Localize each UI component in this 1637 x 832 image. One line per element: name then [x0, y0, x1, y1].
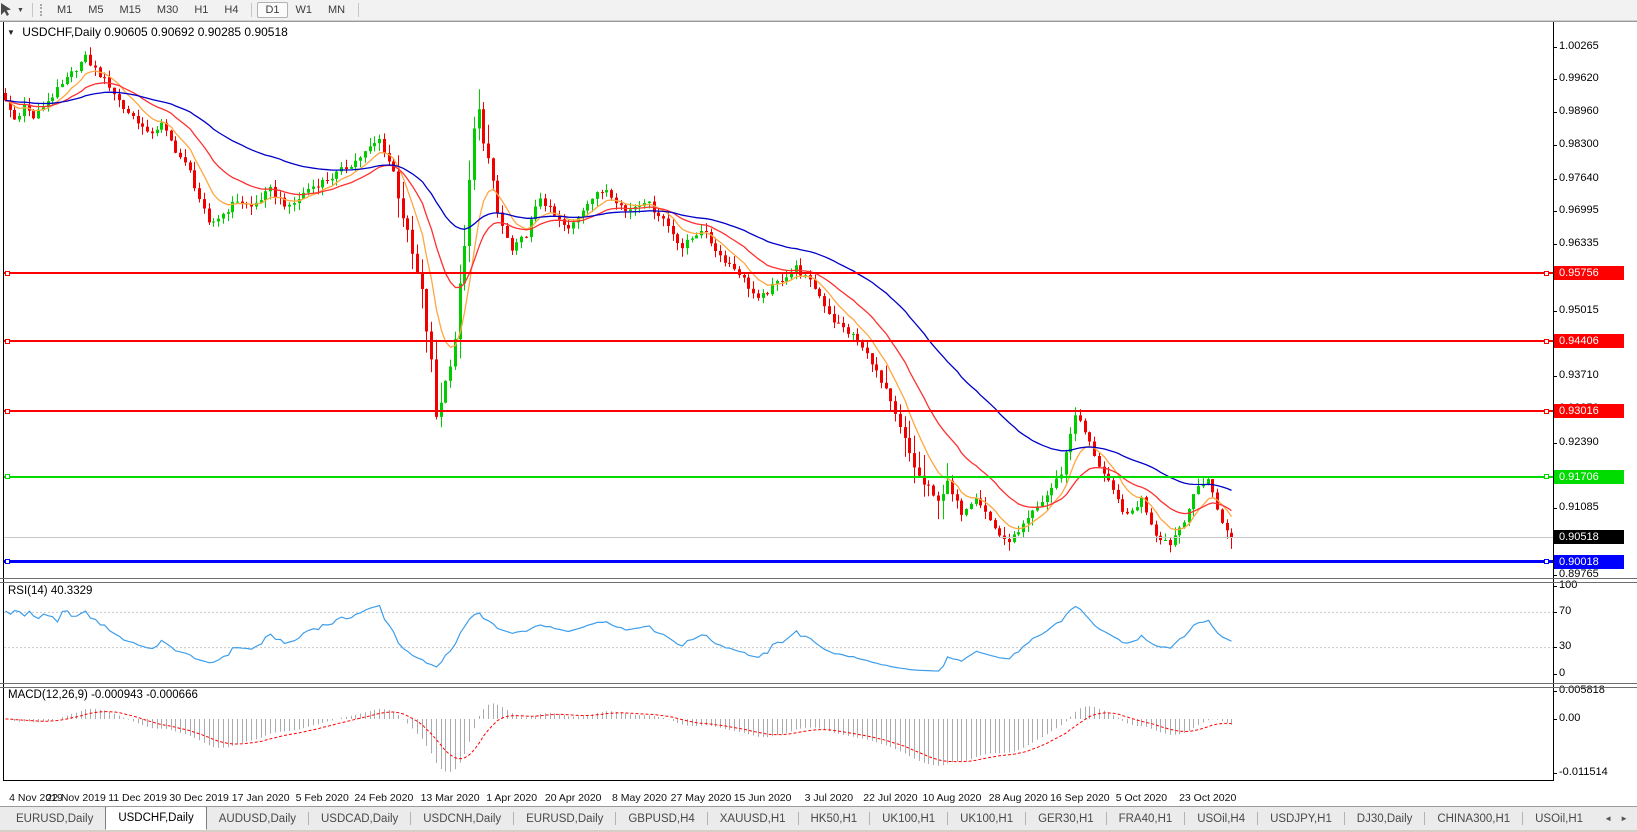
price-axis-border[interactable]	[1553, 22, 1554, 781]
chart-tab-usdcnh-daily[interactable]: USDCNH,Daily	[423, 812, 502, 825]
chart-tab-bar: EURUSD,Daily USDCHF,Daily AUDUSD,Daily USDC…	[0, 806, 1637, 830]
chart-tab-fra40-h1[interactable]: FRA40,H1	[1118, 812, 1173, 825]
tab-divider	[1424, 812, 1426, 825]
chart-tab-uk100-h1[interactable]: UK100,H1	[960, 812, 1014, 825]
tab-divider	[869, 812, 871, 825]
plot-left-border	[3, 22, 4, 781]
timeframe-button-d1[interactable]: D1	[257, 2, 288, 18]
date-tick-label: 5 Oct 2020	[1115, 792, 1168, 804]
tab-divider	[706, 812, 708, 825]
date-tick-label: 20 Apr 2020	[544, 792, 602, 804]
chart-tab-usdcad-daily[interactable]: USDCAD,Daily	[320, 812, 399, 825]
pointer-tool-icon[interactable]	[0, 2, 16, 18]
plot-bottom-border	[3, 780, 1554, 781]
date-tick-label: 8 May 2020	[612, 792, 667, 804]
chart-tab-usoil-h4[interactable]: USOil,H4	[1197, 812, 1246, 825]
date-tick-label: 10 Aug 2020	[922, 792, 982, 804]
tab-divider	[1522, 812, 1524, 825]
tab-divider	[1343, 812, 1345, 825]
tab-divider	[1184, 812, 1186, 825]
date-tick-label: 11 Dec 2019	[108, 792, 167, 804]
tab-divider	[308, 812, 309, 825]
toolbar-separator	[31, 3, 33, 17]
chart-tab-usoil-h1[interactable]: USOil,H1	[1535, 812, 1584, 825]
date-tick-label: 27 May 2020	[670, 792, 732, 804]
timeframe-button-h1[interactable]: H1	[194, 4, 209, 16]
date-tick-label: 24 Feb 2020	[354, 792, 414, 804]
chart-tabs: EURUSD,Daily USDCHF,Daily AUDUSD,Daily USDC…	[0, 807, 1595, 830]
date-tick-label: 16 Sep 2020	[1050, 792, 1110, 804]
toolbar-separator	[251, 3, 253, 17]
pane-splitter[interactable]	[0, 683, 1637, 684]
tabs-scroll-left-icon[interactable]: ◄	[1604, 814, 1613, 823]
date-tick-label: 4 Nov 2019	[9, 792, 63, 804]
date-tick-label: 17 Jan 2020	[231, 792, 290, 804]
date-tick-label: 5 Feb 2020	[295, 792, 349, 804]
chart-tab-dj30-daily[interactable]: DJ30,Daily	[1356, 812, 1413, 825]
date-axis[interactable]: 4 Nov 2019 22 Nov 2019 11 Dec 2019 30 Dec 2…	[0, 782, 1637, 806]
tab-divider	[1257, 812, 1259, 825]
tab-divider	[1105, 812, 1107, 825]
date-tick-label: 28 Aug 2020	[988, 792, 1048, 804]
chart-tab-gbpusd-h4[interactable]: GBPUSD,H4	[628, 812, 695, 825]
tab-divider	[513, 812, 515, 825]
chart-tab-uk100-h1[interactable]: UK100,H1	[882, 812, 936, 825]
chart-tab-eurusd-daily[interactable]: EURUSD,Daily	[526, 812, 604, 825]
pane-splitter[interactable]	[0, 582, 1637, 583]
pane-splitter[interactable]	[0, 578, 1637, 579]
tab-divider	[615, 812, 617, 825]
chart-symbol-label: USDCHF,Daily	[22, 25, 101, 39]
toolbar-separator	[358, 3, 360, 17]
date-tick-label: 22 Jul 2020	[863, 792, 918, 804]
date-tick-label: 3 Jul 2020	[804, 792, 854, 804]
chart-tab-hk50-h1[interactable]: HK50,H1	[810, 812, 858, 825]
tab-divider	[797, 812, 799, 825]
date-tick-label: 15 Jun 2020	[733, 792, 792, 804]
timeframe-button-mn[interactable]: MN	[328, 4, 346, 16]
chart-ohlc-values: 0.90605 0.90692 0.90285 0.90518	[104, 25, 288, 39]
chart-tab-usdjpy-h1[interactable]: USDJPY,H1	[1270, 812, 1332, 825]
date-tick-label: 13 Mar 2020	[420, 792, 480, 804]
timeframe-button-m30[interactable]: M30	[156, 4, 179, 16]
window-top-border	[0, 21, 1637, 22]
chart-title: ▼ USDCHF,Daily 0.90605 0.90692 0.90285 0…	[7, 25, 288, 39]
status-strip	[0, 830, 1637, 832]
collapse-arrow-icon[interactable]: ▼	[7, 28, 15, 37]
tab-divider	[1025, 812, 1027, 825]
chart-tab-eurusd-daily[interactable]: EURUSD,Daily	[16, 812, 94, 825]
date-tick-label: 30 Dec 2019	[169, 792, 229, 804]
chart-window: 1.00265 0.99620 0.98960 0.98300 0.97640 0.969…	[0, 21, 1637, 806]
dropdown-caret-icon[interactable]: ▼	[17, 6, 24, 14]
toolbar-grip-handle[interactable]	[39, 4, 42, 16]
rsi-indicator-label: RSI(14) 40.3329	[8, 585, 93, 597]
tab-divider	[947, 812, 949, 825]
timeframe-button-m15[interactable]: M15	[119, 4, 141, 16]
chart-tab-ger30-h1[interactable]: GER30,H1	[1038, 812, 1094, 825]
chart-tab-audusd-daily[interactable]: AUDUSD,Daily	[218, 812, 297, 825]
chart-tab-xauusd-h1[interactable]: XAUUSD,H1	[719, 812, 786, 825]
timeframe-button-h4[interactable]: H4	[224, 4, 239, 16]
timeframe-button-w1[interactable]: W1	[295, 4, 313, 16]
candlestick-chart-canvas[interactable]	[0, 22, 1637, 806]
date-tick-label: 23 Oct 2020	[1179, 792, 1237, 804]
tab-scroll-arrows: ◄ ►	[1595, 807, 1637, 830]
macd-indicator-label: MACD(12,26,9) -0.000943 -0.000666	[8, 689, 198, 701]
date-tick-label: 1 Apr 2020	[486, 792, 538, 804]
timeframe-button-m1[interactable]: M1	[56, 4, 73, 16]
date-tick-label: 22 Nov 2019	[46, 792, 106, 804]
pane-splitter[interactable]	[0, 687, 1637, 688]
timeframe-toolbar: ▼ M1 M5 M15 M30 H1 H4 D1 W1 MN	[0, 0, 1637, 21]
chart-tab-usdchf-daily[interactable]: USDCHF,Daily	[105, 807, 207, 830]
tabs-scroll-right-icon[interactable]: ►	[1620, 814, 1628, 823]
tab-divider	[410, 812, 412, 825]
timeframe-button-m5[interactable]: M5	[88, 4, 104, 16]
chart-tab-china300-h1[interactable]: CHINA300,H1	[1437, 812, 1511, 825]
timeframe-buttons-group: M1 M5 M15 M30 H1 H4 D1 W1 MN	[49, 2, 364, 18]
